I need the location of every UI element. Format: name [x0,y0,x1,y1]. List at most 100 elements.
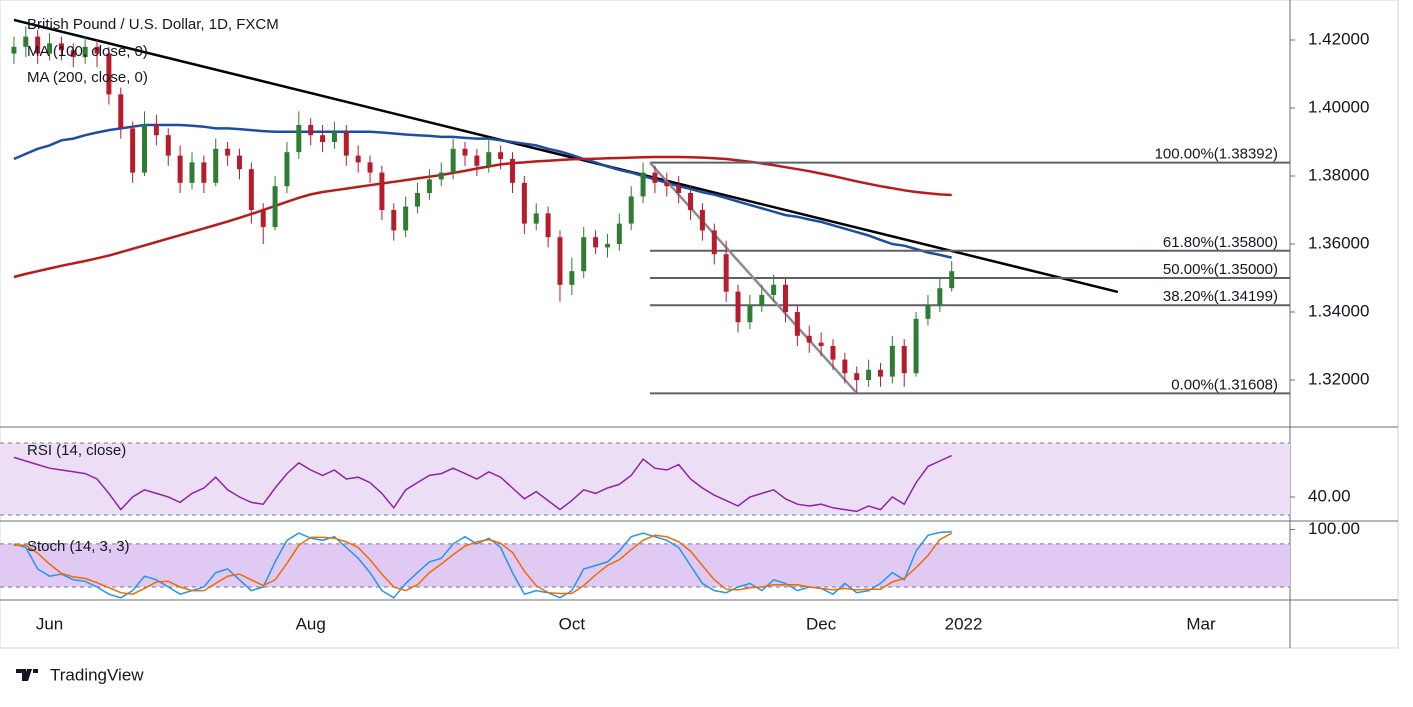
candle-body [201,162,207,183]
fib-level-label: 0.00%(1.31608) [1171,376,1278,393]
candle-body [604,244,610,248]
candle-body [106,53,112,95]
candle-body [593,237,599,248]
candle-body [474,155,480,166]
candle-body [450,148,456,173]
candle-body [236,155,242,170]
indicator-band [0,442,1290,516]
candle-body [47,43,53,54]
candle-body [426,179,432,193]
candle-body [545,213,551,238]
candle-body [308,124,314,136]
candle-body [296,124,302,153]
candle-body [688,192,694,210]
candle-body [23,36,29,47]
legend-entry: MA (100, close, 0) [27,43,148,60]
candle-body [866,369,872,381]
candle-body [818,342,824,347]
x-tick-label: Dec [806,614,837,633]
candle-body [711,230,717,255]
plot-layer: Jun Aug Oct Dec 2022 Mar 1.32000 1.34000 1.36000… [0,18,1369,633]
candle-body [462,148,468,156]
candle-body [486,152,492,166]
x-tick-label: Aug [296,614,326,633]
y-tick-label: 1.32000 [1308,369,1369,388]
fib-level-label: 100.00%(1.38392) [1155,146,1278,163]
candle-body [509,158,515,183]
legend-entry: Stoch (14, 3, 3) [27,538,130,555]
candle-body [628,196,634,224]
candle-body [153,124,159,136]
brand-name: TradingView [50,665,144,684]
candle-body [854,373,860,381]
y-tick-label: 1.40000 [1308,97,1369,116]
candle-body [569,271,575,285]
y-tick-label: 40.00 [1308,487,1351,506]
candle-body [391,209,397,231]
candle-body [248,169,254,210]
candle-body [272,186,278,227]
candle-body [35,36,41,54]
x-tick-label: Mar [1186,614,1216,633]
candle-body [699,209,705,231]
x-tick-label: 2022 [945,614,983,633]
candle-body [581,237,587,272]
candle-body [794,312,800,336]
candle-body [403,206,409,231]
candle-body [11,46,17,54]
candle-body [664,182,670,187]
candle-body [652,172,658,183]
chart-frame [0,0,1399,649]
fib-level-label: 61.80%(1.35800) [1163,234,1278,251]
fib-trend-line [649,161,858,395]
candle-body [771,284,777,296]
candle-body [937,288,943,306]
candle-body [533,213,539,224]
candle-body [521,182,527,224]
candle-body [913,318,919,374]
legend-entry: RSI (14, close) [27,442,126,459]
candle-body [331,131,337,142]
candle-body [260,209,266,227]
candle-body [58,43,64,51]
candle-body [735,291,741,323]
moving-average [13,155,952,279]
y-tick-label: 1.42000 [1308,29,1369,48]
candle-body [189,162,195,183]
candle-body [842,359,848,374]
candle-body [925,305,931,319]
candle-body [640,172,646,197]
candle-body [355,155,361,163]
candle-body [438,172,444,180]
fib-level-label: 50.00%(1.35000) [1163,261,1278,278]
candle-body [94,46,100,54]
brand-logo [16,669,38,681]
y-tick-label: 1.38000 [1308,165,1369,184]
candle-body [284,152,290,187]
legend-entry: MA (200, close, 0) [27,69,148,86]
candle-body [498,152,504,159]
candle-body [877,369,883,377]
candle-body [806,335,812,343]
candle-body [165,135,171,156]
candle-body [723,254,729,292]
candle-body [830,346,836,360]
candle-body [747,305,753,323]
x-tick-label: Jun [36,614,63,633]
chart-title: British Pound / U.S. Dollar, 1D, FXCM [27,16,279,33]
y-tick-label: 100.00 [1308,519,1360,538]
candle-body [177,155,183,183]
indicator-line [13,532,953,595]
trendline [13,18,1119,294]
candle-body [213,148,219,183]
candle-body [415,192,421,207]
candle-body [225,148,231,156]
candle-body [557,237,563,285]
candle-body [130,128,136,173]
candle-body [759,295,765,306]
candle-body [82,46,88,57]
indicator-band [0,543,1290,587]
x-tick-label: Oct [559,614,586,633]
candle-body [367,162,373,173]
